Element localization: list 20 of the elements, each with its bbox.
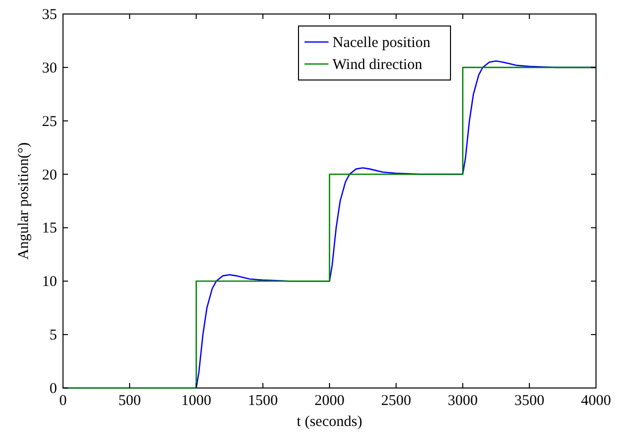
x-tick-label: 1000 — [181, 393, 212, 409]
y-tick-label: 10 — [42, 274, 57, 290]
y-axis-title: Angular position(°) — [16, 142, 32, 260]
x-tick-label: 4000 — [581, 393, 611, 409]
legend-label: Nacelle position — [332, 35, 431, 51]
y-tick-label: 35 — [42, 7, 57, 23]
x-tick-label: 1500 — [248, 393, 278, 409]
y-tick-label: 5 — [50, 328, 57, 344]
x-tick-label: 2500 — [381, 393, 412, 409]
y-tick-label: 15 — [42, 220, 57, 237]
x-tick-label: 3500 — [514, 393, 544, 409]
y-tick-label: 25 — [42, 114, 57, 130]
y-tick-label: 20 — [42, 167, 57, 184]
y-tick-label: 0 — [50, 381, 57, 397]
legend-label: Wind direction — [332, 57, 423, 73]
y-tick-label: 30 — [42, 60, 57, 76]
x-tick-label: 3000 — [448, 393, 478, 409]
x-tick-label: 500 — [118, 393, 141, 409]
x-tick-label: 2000 — [314, 393, 344, 409]
x-axis-title: t (seconds) — [296, 414, 362, 430]
